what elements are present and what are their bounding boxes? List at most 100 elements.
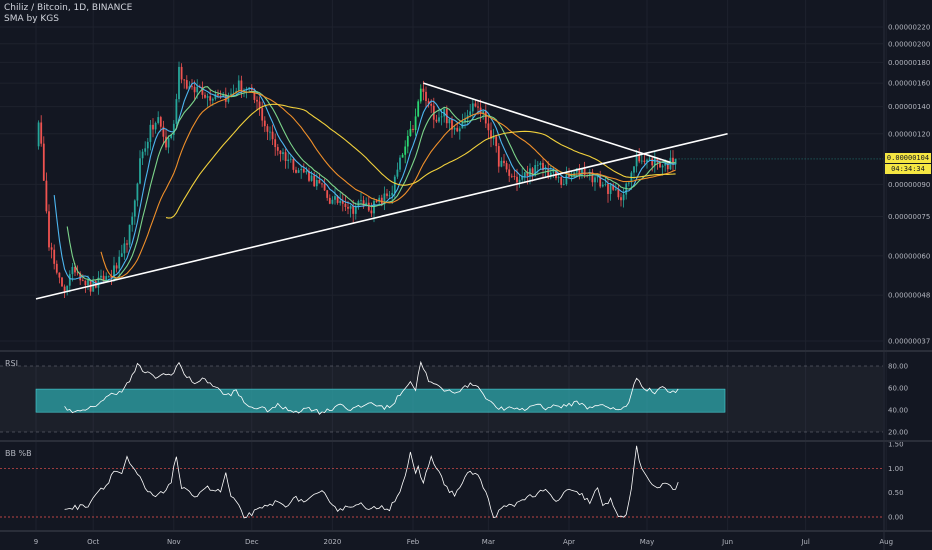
candle-body (549, 172, 552, 176)
candle-body (175, 99, 178, 124)
candle-body (399, 157, 401, 170)
price-tick-label: 0.00000075 (888, 213, 930, 221)
bb-pane[interactable] (0, 445, 883, 519)
candle-body (352, 206, 355, 214)
candle-body (531, 168, 534, 177)
candle-body (227, 95, 230, 102)
candle-body (279, 150, 282, 155)
candle-body (388, 195, 391, 197)
candle-body (560, 177, 563, 185)
candle-body (71, 266, 74, 275)
time-tick-label: Jul (800, 538, 810, 546)
candle-body (141, 151, 144, 159)
candle-body (651, 158, 654, 166)
candle-body (365, 202, 368, 207)
candle-body (45, 180, 48, 212)
candle-body (321, 183, 323, 185)
candle-body (484, 110, 487, 124)
rsi-band (35, 388, 726, 413)
candle-body (513, 176, 516, 177)
candle-body (627, 182, 630, 184)
candle-body (477, 106, 479, 108)
candle-body (191, 86, 193, 88)
candle-body (500, 160, 503, 167)
candle-body (354, 206, 357, 214)
rsi-pane[interactable] (0, 360, 883, 433)
price-tick-label: 0.00000160 (888, 80, 930, 88)
candle-body (55, 263, 58, 273)
candle-body (505, 163, 508, 170)
candle-body (222, 94, 225, 97)
price-tick-label: 0.00000048 (888, 292, 930, 300)
candle-body (42, 143, 45, 181)
rsi-tick-label: 20.00 (888, 429, 908, 437)
candle-body (635, 155, 638, 167)
symbol-title[interactable]: Chiliz / Bitcoin, 1D, BINANCE (4, 3, 133, 13)
price-tick-label: 0.00000120 (888, 130, 930, 138)
candle-body (601, 184, 604, 187)
candle-body (440, 116, 443, 118)
candle-body (263, 120, 266, 127)
candle-body (230, 93, 232, 96)
candle-body (196, 86, 199, 93)
candle-body (526, 172, 529, 176)
candle-body (656, 158, 659, 163)
candle-body (209, 96, 212, 101)
bb-tick-label: 0.50 (888, 489, 904, 497)
candle-body (193, 86, 196, 93)
candle-body (419, 88, 422, 102)
candle-body (152, 124, 154, 130)
price-axis[interactable]: 0.00000220 0.00000200 0.00000180 0.00000160… (888, 24, 930, 522)
candle-body (503, 160, 505, 164)
candle-body (79, 273, 82, 281)
candle-body (118, 256, 121, 269)
price-pane[interactable] (35, 61, 883, 300)
rsi-pane-label[interactable]: RSI (5, 359, 18, 368)
candle-body (170, 134, 173, 139)
candle-body (131, 216, 134, 225)
candle-body (40, 122, 43, 144)
grid (0, 0, 887, 530)
trendline (423, 82, 671, 164)
candle-body (534, 165, 537, 177)
candle-body (373, 200, 375, 214)
candle-body (612, 184, 615, 190)
candle-body (594, 177, 596, 183)
candle-body (412, 128, 414, 130)
candle-body (165, 136, 167, 148)
candle-body (521, 176, 524, 180)
candle-body (206, 96, 209, 98)
candle-body (237, 80, 240, 92)
bar-countdown-tag: 04:34:34 (885, 163, 931, 174)
candle-body (336, 196, 339, 203)
candle-body (204, 94, 206, 98)
candle-body (162, 126, 165, 137)
candle-body (287, 159, 290, 161)
candle-body (430, 103, 433, 106)
time-axis[interactable]: 9 Oct Nov Dec 2020 Feb Mar Apr May Jun Jul Aug (34, 538, 893, 546)
candle-body (414, 116, 417, 130)
candle-body (464, 119, 466, 122)
candle-body (487, 123, 490, 131)
candle-body (508, 169, 511, 176)
candle-body (490, 130, 492, 139)
candle-body (107, 275, 110, 277)
candle-body (146, 141, 149, 149)
bb-pane-label[interactable]: BB %B (5, 449, 32, 458)
candle-body (401, 154, 404, 158)
candle-body (297, 170, 300, 173)
bb-tick-label: 1.00 (888, 465, 904, 473)
candle-body (409, 128, 412, 137)
candle-body (544, 168, 547, 171)
candle-body (620, 197, 622, 201)
indicator-title[interactable]: SMA by KGS (4, 14, 59, 24)
candle-body (217, 94, 219, 96)
time-tick-label: Mar (482, 538, 495, 546)
candle-body (536, 164, 539, 166)
candle-body (53, 249, 56, 264)
time-tick-label: May (640, 538, 654, 546)
candle-body (458, 128, 461, 132)
candle-body (425, 91, 427, 101)
